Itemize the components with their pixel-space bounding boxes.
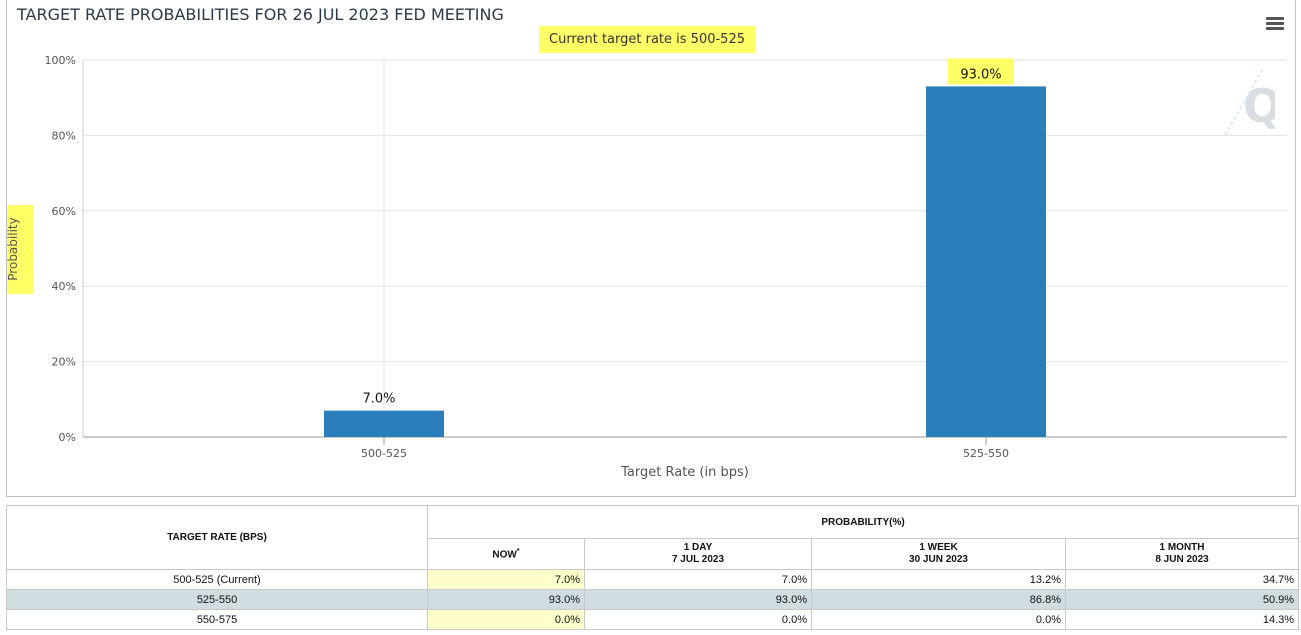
probability-cell: 0.0% (811, 609, 1066, 630)
data-label-highlight (948, 58, 1014, 85)
chart-panel: TARGET RATE PROBABILITIES FOR 26 JUL 202… (6, 0, 1296, 497)
column-header-line1: 1 WEEK (919, 542, 958, 553)
data-label: 7.0% (362, 392, 395, 407)
x-axis-label: Target Rate (in bps) (620, 465, 749, 480)
probability-table-wrap: TARGET RATE (BPS) PROBABILITY(%) NOW* 1 D… (6, 505, 1300, 630)
data-label: 93.0% (960, 67, 1001, 82)
current-rate-subtitle: Current target rate is 500-525 (539, 26, 755, 53)
table-row: 500-525 (Current) 7.0% 7.0% 13.2% 34.7% (6, 569, 1300, 590)
probability-cell: 50.9% (1064, 589, 1300, 610)
column-header-line1: NOW (492, 549, 517, 561)
column-header-line2: 7 JUL 2023 (671, 554, 725, 565)
probability-cell: 34.7% (1064, 569, 1300, 590)
probability-cell: 7.0% (584, 569, 812, 590)
column-header-line1: 1 MONTH (1159, 542, 1205, 553)
y-tick-label: 20% (52, 356, 76, 369)
probability-cell: 86.8% (811, 589, 1066, 610)
chart-title: TARGET RATE PROBABILITIES FOR 26 JUL 202… (17, 5, 504, 24)
sort-mark: * (516, 548, 520, 556)
table-row: 550-575 0.0% 0.0% 0.0% 14.3% (6, 609, 1300, 630)
bar-500-525[interactable] (324, 410, 444, 437)
plot-area: 0% 20% 40% 60% 80% 100% 7.0% 500-525 93.0% 525-55… (45, 54, 1287, 480)
ylabel-highlight (7, 205, 33, 294)
q-logo-icon: Q (1224, 68, 1275, 136)
y-tick-label: 0% (59, 431, 76, 444)
probability-cell: 0.0% (584, 609, 812, 630)
rate-cell: 550-575 (6, 609, 428, 630)
column-header-1: 1 DAY 7 JUL 2023 (584, 538, 812, 570)
column-header-line2: 8 JUN 2023 (1155, 554, 1209, 565)
rate-cell: 500-525 (Current) (6, 569, 428, 590)
table-row: 525-550 93.0% 93.0% 86.8% 50.9% (6, 589, 1300, 610)
y-tick-label: 100% (45, 54, 76, 67)
probability-cell: 14.3% (1064, 609, 1300, 630)
probability-cell: 0.0% (427, 609, 585, 630)
bar-525-550[interactable] (926, 86, 1046, 437)
probability-header: PROBABILITY(%) (426, 505, 1300, 539)
probability-cell: 93.0% (584, 589, 812, 610)
x-tick-label: 525-550 (963, 447, 1009, 460)
probability-cell: 93.0% (427, 589, 585, 610)
column-header-0[interactable]: NOW* (427, 538, 585, 570)
y-tick-label: 40% (52, 280, 76, 293)
y-tick-label: 80% (52, 129, 76, 142)
column-header-line1: 1 DAY (683, 542, 713, 553)
probability-table: TARGET RATE (BPS) PROBABILITY(%) NOW* 1 D… (6, 505, 1300, 630)
probability-cell: 13.2% (811, 569, 1066, 590)
x-tick-label: 500-525 (361, 447, 407, 460)
column-header-line2: 30 JUN 2023 (909, 554, 968, 565)
svg-text:Q: Q (1243, 79, 1275, 133)
probability-cell: 7.0% (427, 569, 585, 590)
rate-cell: 525-550 (6, 589, 428, 610)
column-header-2: 1 WEEK 30 JUN 2023 (811, 538, 1066, 570)
target-rate-header: TARGET RATE (BPS) (6, 505, 428, 570)
column-header-3: 1 MONTH 8 JUN 2023 (1064, 538, 1300, 570)
y-tick-label: 60% (52, 205, 76, 218)
hamburger-menu-icon[interactable] (1266, 17, 1284, 31)
